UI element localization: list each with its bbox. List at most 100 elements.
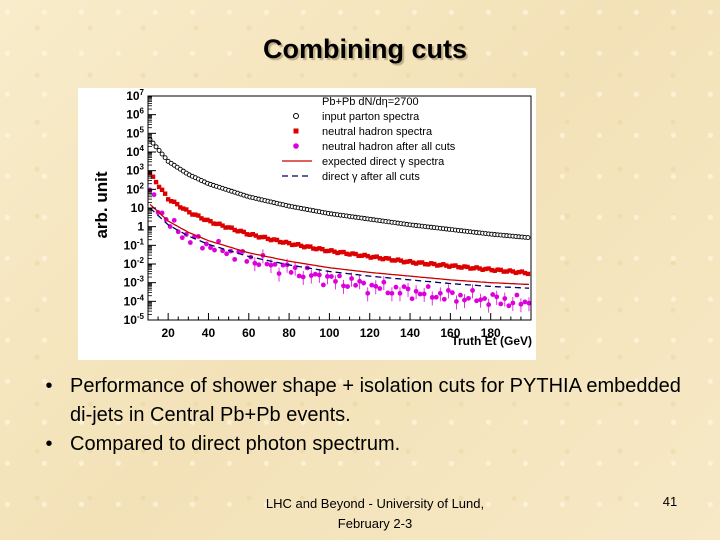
series-point <box>374 254 379 259</box>
series-point <box>407 259 413 264</box>
series-point <box>498 267 503 273</box>
series-point <box>272 261 278 267</box>
x-axis-label: Truth Et (GeV) <box>451 334 532 348</box>
series-point <box>395 257 401 262</box>
x-tick-label: 180 <box>481 326 501 340</box>
series-point <box>332 249 337 254</box>
series-point <box>435 263 440 268</box>
y-tick-exponent: -4 <box>137 293 145 302</box>
series-point <box>494 294 500 300</box>
legend-title: Pb+Pb dN/dη=2700 <box>322 96 419 108</box>
series-point <box>156 184 162 190</box>
series-point <box>317 246 322 251</box>
series-point <box>333 278 338 284</box>
series-point <box>453 263 458 268</box>
series-point <box>200 245 205 251</box>
series-point <box>181 206 186 211</box>
series-point <box>175 229 181 235</box>
series-point <box>314 246 319 252</box>
y-tick-base: 10 <box>124 257 138 271</box>
series-point <box>444 263 449 268</box>
series-point <box>323 248 328 254</box>
y-tick-base: 10 <box>126 164 140 178</box>
series-point <box>525 271 531 277</box>
series-point <box>377 256 383 261</box>
y-tick-exponent: 4 <box>140 144 145 153</box>
series-point <box>356 253 361 259</box>
series-point <box>235 229 240 234</box>
series-point <box>211 221 216 226</box>
series-point <box>362 252 367 258</box>
y-tick-label: 10-4 <box>124 293 145 308</box>
legend-label: neutral hadron spectra <box>322 126 433 138</box>
series-point <box>341 283 346 289</box>
series-point <box>368 255 373 260</box>
series-point <box>187 210 192 215</box>
series-point <box>441 296 447 302</box>
series-point <box>184 207 189 212</box>
series-point <box>506 303 512 309</box>
series-point <box>518 301 524 307</box>
footer-line: February 2-3 <box>337 516 413 531</box>
bullet-dot: • <box>45 433 53 455</box>
y-tick-label: 10 <box>131 201 145 215</box>
y-tick-base: 10 <box>126 108 140 122</box>
y-tick-exponent: 7 <box>140 88 145 97</box>
series-point <box>232 256 238 262</box>
y-tick-label: 103 <box>126 163 144 178</box>
series-point <box>216 238 221 244</box>
series-point <box>247 232 252 237</box>
legend-label: expected direct γ spectra <box>322 156 445 168</box>
y-tick-base: 10 <box>124 276 138 290</box>
footer-line: LHC and Beyond - University of Lund, <box>265 496 485 511</box>
series-point <box>477 266 482 271</box>
x-tick-label: 60 <box>242 326 256 340</box>
series-point <box>510 300 516 306</box>
series-point <box>357 278 363 284</box>
legend-label: input parton spectra <box>322 111 420 123</box>
bullet-dot: • <box>45 375 53 397</box>
series-point <box>268 237 274 243</box>
series-point <box>413 288 419 294</box>
series-point <box>471 266 476 271</box>
series-point <box>380 256 386 262</box>
series-point <box>501 269 506 274</box>
y-tick-label: 107 <box>126 88 144 103</box>
series-point <box>288 270 294 275</box>
series-point <box>223 225 228 230</box>
series-point <box>465 264 470 270</box>
series-point <box>409 296 415 302</box>
series-point <box>244 232 249 237</box>
series-point <box>468 266 473 271</box>
series-point <box>369 282 375 288</box>
slide-title: Combining cuts <box>263 34 467 64</box>
series-point <box>353 282 359 288</box>
series-point <box>510 269 516 274</box>
series-point <box>253 233 259 238</box>
series-point <box>347 252 352 257</box>
series-point <box>150 174 156 179</box>
x-tick-label: 40 <box>202 326 216 340</box>
series-point <box>159 187 165 193</box>
y-tick-base: 10 <box>124 313 138 327</box>
series-point <box>217 221 222 226</box>
x-tick-label: 120 <box>360 326 380 340</box>
series-point <box>179 235 185 241</box>
y-axis-label: arb. unit <box>92 171 111 238</box>
series-point <box>486 302 492 308</box>
series-point <box>445 288 451 293</box>
series-point <box>208 219 213 224</box>
series-point <box>256 262 262 268</box>
series-point <box>454 299 459 304</box>
series-point <box>238 228 243 234</box>
y-tick-base: 10 <box>126 145 140 159</box>
series-point <box>462 264 467 269</box>
series-point <box>449 290 455 296</box>
series-point <box>417 291 423 297</box>
series-point <box>401 284 407 290</box>
series-point <box>410 260 416 265</box>
series-point <box>482 296 488 301</box>
series-point <box>516 269 522 275</box>
series-point <box>252 260 258 266</box>
y-tick-exponent: -5 <box>137 312 145 321</box>
